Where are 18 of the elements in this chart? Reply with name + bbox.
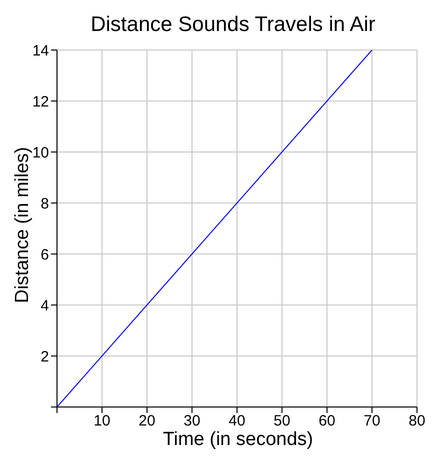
x-tick-label: 60 <box>318 412 336 430</box>
chart-title: Distance Sounds Travels in Air <box>90 12 376 38</box>
y-tick-label: 10 <box>32 144 49 162</box>
x-tick-label: 10 <box>94 412 110 430</box>
y-tick-label: 6 <box>40 246 49 264</box>
x-tick-label: 20 <box>138 412 156 430</box>
y-tick-label: 8 <box>40 195 49 212</box>
x-tick-label: 30 <box>184 412 200 430</box>
y-tick-label: 12 <box>32 93 49 110</box>
x-tick-label: 40 <box>228 412 246 430</box>
y-tick-label: 4 <box>40 297 49 314</box>
y-tick-label: 14 <box>32 42 49 60</box>
x-tick-label: 70 <box>364 412 380 430</box>
x-tick-label: 50 <box>274 412 290 430</box>
y-axis-title: Distance (in miles) <box>12 146 34 303</box>
y-tick-label: 2 <box>40 348 49 366</box>
x-tick-label: 80 <box>408 412 426 430</box>
x-axis-title: Time (in seconds) <box>162 429 314 451</box>
